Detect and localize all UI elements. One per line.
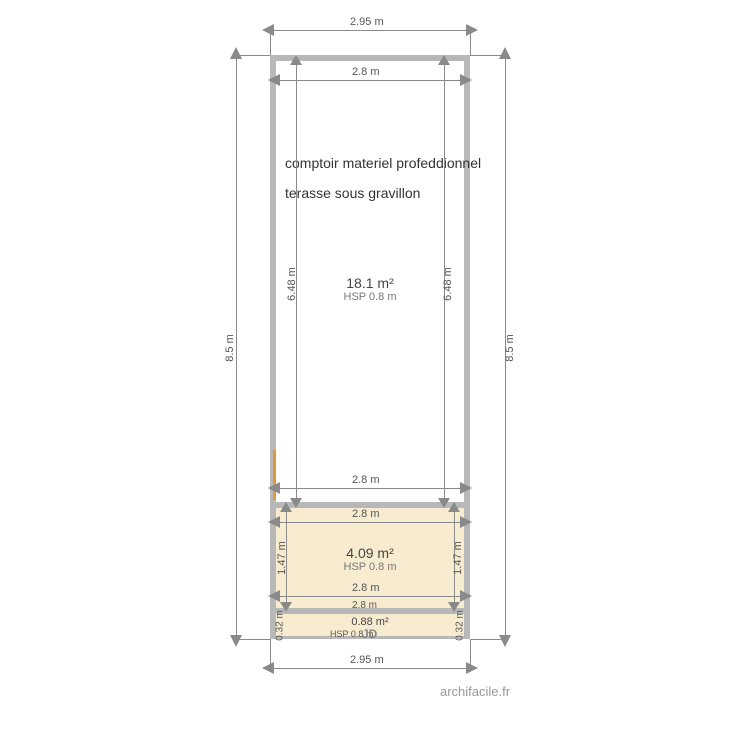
dim-room1-bot-text: 2.8 m [352, 474, 380, 486]
dim-room2-left-text: 1.47 m [276, 536, 288, 580]
dim-bot-outer-line [270, 668, 470, 669]
site-watermark: archifacile.fr [440, 684, 510, 699]
dim-room3-top-text: 2.8 m [352, 600, 377, 611]
dim-ext [270, 30, 271, 55]
room2-label: 4.09 m² HSP 0.8 m [276, 545, 464, 573]
wall-outer-right [464, 55, 470, 639]
dim-bot-outer-text: 2.95 m [350, 654, 384, 666]
arrow-left-icon [268, 74, 284, 86]
dim-room1-left-text: 6.48 m [286, 264, 298, 304]
dim-room2-bot-line [276, 596, 464, 597]
dim-ext [470, 55, 505, 56]
arrow-up-icon [280, 502, 292, 514]
floorplan-canvas: 18.1 m² HSP 0.8 m 4.09 m² HSP 0.8 m 0.88… [0, 0, 750, 750]
dim-ext [470, 639, 505, 640]
room1-area: 18.1 m² [276, 275, 464, 291]
arrow-up-icon [290, 55, 302, 69]
text-line2: terasse sous gravillon [285, 185, 420, 201]
room1-label: 18.1 m² HSP 0.8 m [276, 275, 464, 303]
dim-top-inner-text: 2.8 m [352, 66, 380, 78]
dim-room2-top-line [276, 522, 464, 523]
room2-area: 4.09 m² [276, 545, 464, 561]
arrow-right-icon [456, 516, 472, 528]
text-line1: comptoir materiel profeddionnel [285, 155, 481, 171]
dim-ext [470, 639, 471, 668]
room2-hsp: HSP 0.8 m [276, 561, 464, 573]
dim-room1-right-text: 6.48 m [442, 264, 454, 304]
dim-ext [470, 30, 471, 55]
dim-room2-top-text: 2.8 m [352, 508, 380, 520]
room1-hsp: HSP 0.8 m [276, 291, 464, 303]
dim-top-outer-text: 2.95 m [350, 16, 384, 28]
dim-right-outer-text: 8.5 m [504, 328, 516, 368]
dim-room3-left-text: 0.32 m [275, 604, 286, 648]
author-watermark: JD [362, 627, 377, 641]
dim-room2-bot-text: 2.8 m [352, 582, 380, 594]
arrow-right-icon [456, 74, 472, 86]
dim-top-inner-line [276, 80, 464, 81]
dim-left-outer-text: 8.5 m [224, 328, 236, 368]
arrow-left-icon [268, 516, 284, 528]
dim-room3-right-text: 0.32 m [455, 604, 466, 648]
dim-ext [236, 55, 270, 56]
arrow-right-icon [456, 482, 472, 494]
arrow-up-icon [438, 55, 450, 69]
dim-room1-bot-line [276, 488, 464, 489]
dim-top-outer-line [270, 30, 470, 31]
arrow-left-icon [268, 482, 284, 494]
dim-left-outer-line [236, 55, 237, 639]
dim-ext [236, 639, 270, 640]
arrow-up-icon [448, 502, 460, 514]
dim-ext [270, 639, 271, 668]
dim-room2-right-text: 1.47 m [452, 536, 464, 580]
